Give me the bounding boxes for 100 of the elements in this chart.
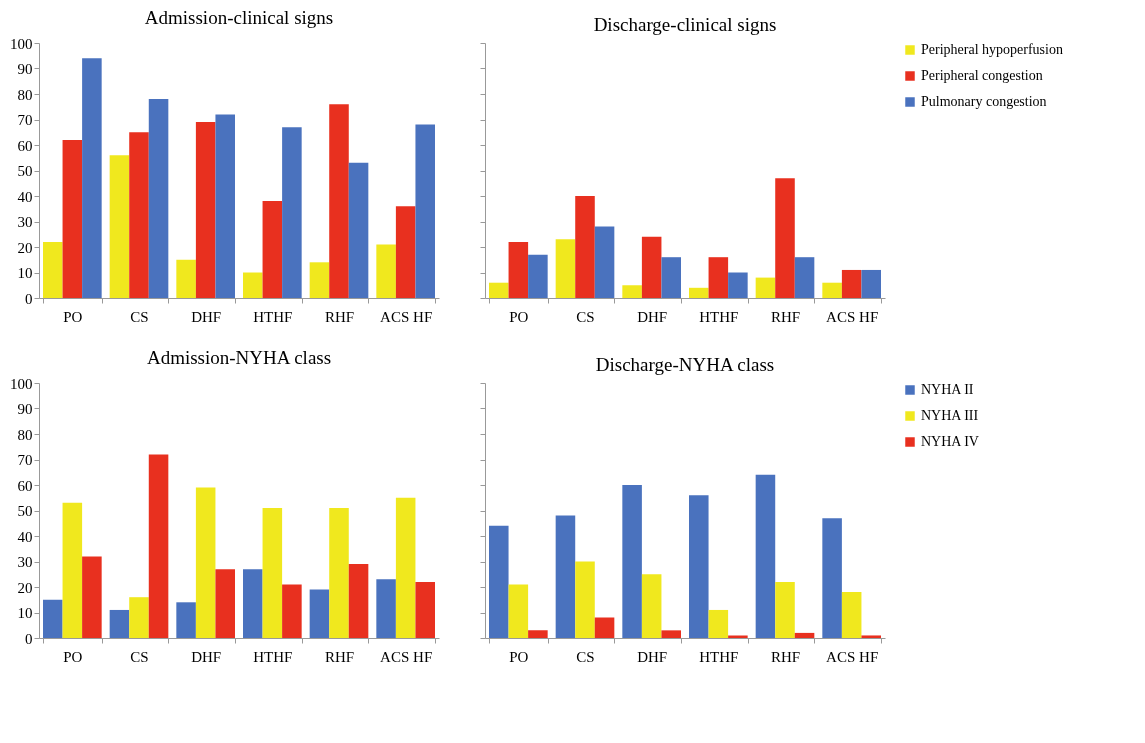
bar: [415, 124, 435, 298]
bar: [775, 581, 795, 638]
bar: [555, 239, 576, 298]
bar: [348, 162, 369, 298]
x-tick-label: CS: [576, 308, 595, 325]
bar: [195, 122, 216, 298]
bar: [176, 259, 196, 298]
legend-label: Peripheral hypoperfusion: [921, 42, 1063, 57]
bar: [329, 507, 349, 638]
x-tick-label: DHF: [191, 648, 222, 665]
bar: [708, 609, 729, 638]
x-tick-label: HTHF: [253, 308, 293, 325]
x-tick-label: PO: [509, 308, 529, 325]
bar: [395, 206, 416, 298]
bar: [775, 178, 795, 298]
legend-label: NYHA IV: [921, 434, 979, 449]
y-tick-label: 0: [25, 630, 33, 647]
y-tick-label: 0: [25, 290, 33, 307]
bar: [594, 617, 615, 638]
bar: [861, 635, 881, 638]
bar: [329, 104, 349, 298]
y-tick-label: 10: [17, 605, 33, 621]
y-tick-label: 80: [17, 426, 33, 443]
y-tick-label: 90: [17, 61, 33, 77]
x-tick-label: RHF: [770, 648, 801, 665]
bar: [262, 201, 283, 298]
bar: [755, 474, 776, 638]
chart-title: Discharge-NYHA class: [595, 353, 775, 375]
x-tick-label: CS: [130, 308, 149, 325]
bar: [641, 236, 662, 298]
bar: [822, 282, 842, 298]
legend-label: NYHA II: [921, 382, 974, 397]
bar: [309, 589, 330, 638]
bar: [575, 561, 595, 638]
bar: [489, 525, 509, 638]
chart-title: Admission-NYHA class: [146, 347, 332, 368]
bar: [728, 635, 748, 638]
x-tick-label: HTHF: [699, 308, 739, 325]
bar: [243, 272, 263, 298]
chart-title: Discharge-clinical signs: [593, 13, 777, 35]
bar: [109, 609, 130, 638]
bar: [376, 244, 396, 298]
bar: [62, 139, 83, 298]
y-tick-label: 90: [17, 401, 33, 417]
bar: [376, 579, 396, 638]
y-tick-label: 70: [17, 452, 33, 468]
y-tick-label: 70: [17, 112, 33, 128]
x-tick-label: PO: [509, 648, 529, 665]
bar: [575, 196, 595, 298]
y-tick-label: 80: [17, 86, 33, 103]
x-tick-label: HTHF: [699, 648, 739, 665]
bar: [43, 241, 63, 298]
legend-label: Peripheral congestion: [921, 68, 1043, 83]
bar: [129, 597, 149, 638]
bar: [822, 518, 842, 638]
bar: [728, 272, 748, 298]
bar: [262, 507, 283, 638]
bar: [861, 269, 881, 298]
bar: [82, 58, 102, 298]
bar: [489, 282, 509, 298]
y-tick-label: 20: [17, 579, 33, 596]
bar: [62, 502, 83, 638]
bar: [395, 497, 416, 638]
bar: [708, 257, 729, 298]
bar: [594, 226, 615, 298]
bar: [555, 515, 576, 638]
x-tick-label: DHF: [191, 308, 222, 325]
x-tick-label: ACS HF: [826, 308, 879, 325]
bar: [508, 241, 529, 298]
bar: [282, 127, 302, 298]
x-tick-label: DHF: [637, 308, 668, 325]
y-tick-label: 30: [17, 214, 33, 230]
bar: [622, 485, 642, 638]
bar: [309, 262, 330, 298]
bar: [415, 581, 435, 638]
x-tick-label: HTHF: [253, 648, 293, 665]
bar: [841, 269, 862, 298]
bar: [689, 495, 709, 638]
y-tick-label: 60: [17, 137, 33, 154]
y-tick-label: 60: [17, 477, 33, 494]
bar: [215, 569, 235, 638]
x-tick-label: RHF: [770, 308, 801, 325]
y-tick-label: 100: [10, 375, 33, 392]
x-tick-label: ACS HF: [380, 308, 433, 325]
bar: [661, 630, 681, 638]
x-tick-label: PO: [63, 648, 83, 665]
bar: [689, 287, 709, 298]
chart-title: Admission-clinical signs: [144, 7, 334, 28]
x-tick-label: RHF: [324, 308, 355, 325]
bar: [348, 564, 369, 638]
legend-label: Pulmonary congestion: [921, 94, 1047, 109]
bar: [215, 114, 235, 298]
x-tick-label: ACS HF: [380, 648, 433, 665]
x-tick-label: ACS HF: [826, 648, 879, 665]
bar: [282, 584, 302, 638]
bar: [129, 132, 149, 298]
bar: [508, 584, 529, 638]
bar: [622, 285, 642, 298]
bar: [109, 155, 130, 298]
bar: [755, 277, 776, 298]
